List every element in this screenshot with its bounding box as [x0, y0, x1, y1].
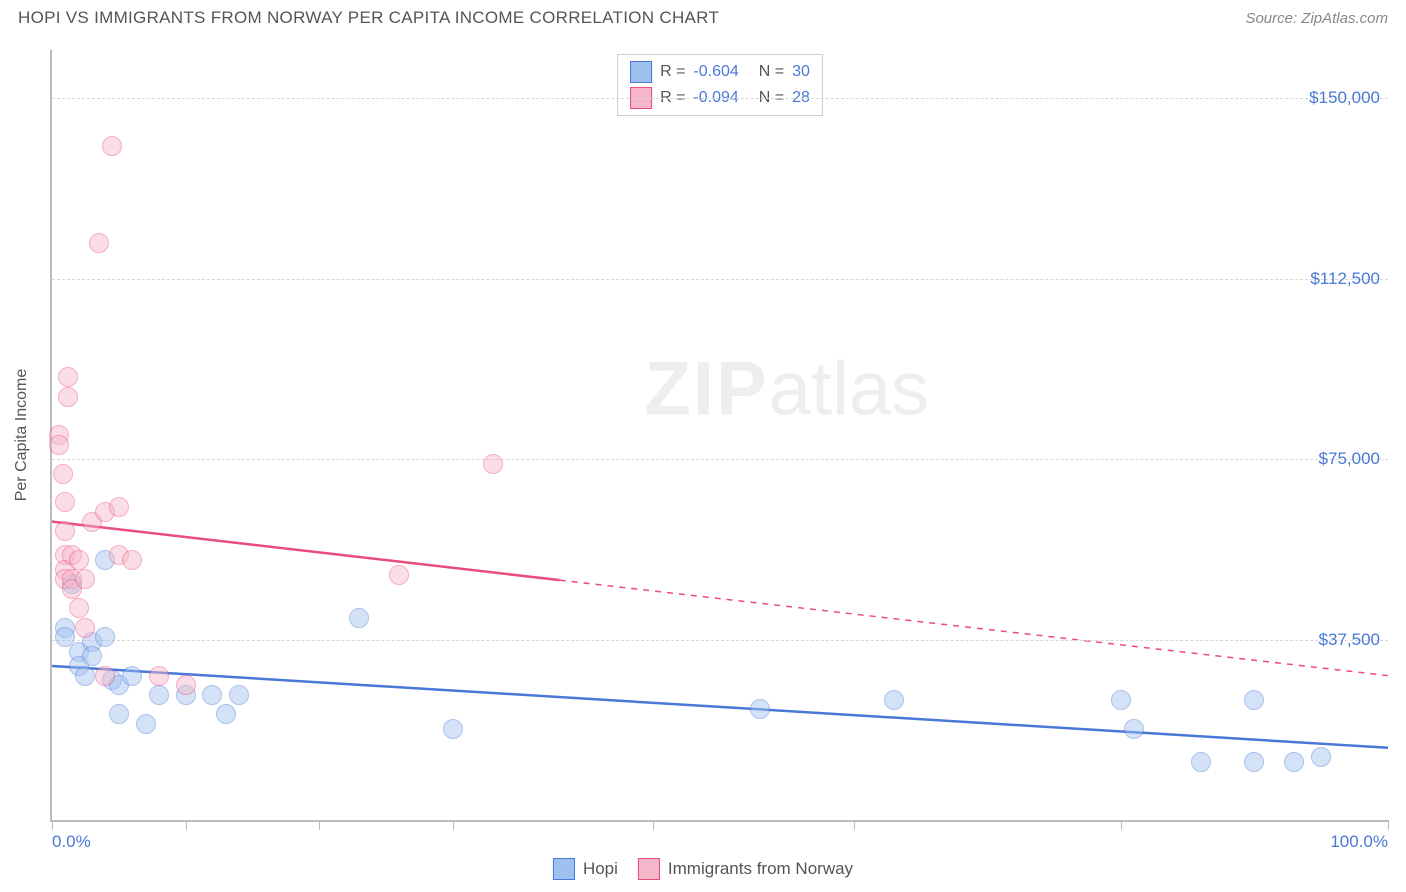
data-point: [389, 565, 409, 585]
trend-lines: [52, 50, 1388, 820]
data-point: [176, 675, 196, 695]
data-point: [136, 714, 156, 734]
data-point: [1311, 747, 1331, 767]
legend-n-value: 30: [792, 63, 810, 81]
x-tick-label: 0.0%: [52, 832, 91, 852]
x-tick: [52, 820, 53, 830]
legend-label: Immigrants from Norway: [668, 859, 853, 879]
data-point: [884, 690, 904, 710]
x-tick: [186, 820, 187, 830]
x-tick: [1388, 820, 1389, 830]
data-point: [82, 646, 102, 666]
y-tick-label: $150,000: [1309, 88, 1380, 108]
data-point: [750, 699, 770, 719]
series-legend: Hopi Immigrants from Norway: [553, 858, 853, 880]
watermark: ZIPatlas: [644, 345, 929, 432]
data-point: [1284, 752, 1304, 772]
legend-row: R = -0.604 N = 30: [630, 59, 810, 85]
source-label: Source: ZipAtlas.com: [1245, 10, 1388, 27]
data-point: [69, 550, 89, 570]
data-point: [55, 521, 75, 541]
y-tick-label: $37,500: [1319, 630, 1380, 650]
y-axis-label: Per Capita Income: [13, 369, 31, 502]
grid-line: [52, 459, 1388, 460]
data-point: [55, 492, 75, 512]
data-point: [443, 719, 463, 739]
data-point: [1191, 752, 1211, 772]
data-point: [149, 666, 169, 686]
x-tick: [453, 820, 454, 830]
data-point: [1244, 690, 1264, 710]
x-tick: [319, 820, 320, 830]
grid-line: [52, 279, 1388, 280]
data-point: [69, 598, 89, 618]
data-point: [122, 550, 142, 570]
legend-swatch: [630, 61, 652, 83]
data-point: [89, 233, 109, 253]
data-point: [75, 666, 95, 686]
grid-line: [52, 98, 1388, 99]
grid-line: [52, 640, 1388, 641]
legend-label: Hopi: [583, 859, 618, 879]
data-point: [75, 569, 95, 589]
chart-header: HOPI VS IMMIGRANTS FROM NORWAY PER CAPIT…: [0, 0, 1406, 34]
trend-line-dashed: [560, 580, 1388, 675]
data-point: [95, 627, 115, 647]
data-point: [102, 136, 122, 156]
data-point: [95, 666, 115, 686]
legend-r-value: -0.604: [693, 63, 738, 81]
chart-title: HOPI VS IMMIGRANTS FROM NORWAY PER CAPIT…: [18, 8, 719, 28]
legend-swatch: [638, 858, 660, 880]
legend-swatch: [553, 858, 575, 880]
legend-r-label: R =: [660, 63, 685, 81]
data-point: [349, 608, 369, 628]
x-tick: [653, 820, 654, 830]
legend-item: Hopi: [553, 858, 618, 880]
trend-line-solid: [52, 666, 1388, 748]
scatter-chart: Per Capita Income ZIPatlas R =-0.604N =3…: [50, 50, 1388, 822]
y-tick-label: $75,000: [1319, 449, 1380, 469]
legend-item: Immigrants from Norway: [638, 858, 853, 880]
data-point: [202, 685, 222, 705]
data-point: [483, 454, 503, 474]
data-point: [53, 464, 73, 484]
data-point: [109, 704, 129, 724]
x-tick: [1121, 820, 1122, 830]
x-tick-label: 100.0%: [1330, 832, 1388, 852]
data-point: [75, 618, 95, 638]
data-point: [49, 435, 69, 455]
data-point: [122, 666, 142, 686]
data-point: [149, 685, 169, 705]
data-point: [1111, 690, 1131, 710]
data-point: [1124, 719, 1144, 739]
data-point: [229, 685, 249, 705]
legend-n-label: N =: [759, 63, 784, 81]
x-tick: [854, 820, 855, 830]
data-point: [58, 367, 78, 387]
y-tick-label: $112,500: [1310, 269, 1380, 289]
data-point: [58, 387, 78, 407]
data-point: [216, 704, 236, 724]
data-point: [109, 497, 129, 517]
data-point: [1244, 752, 1264, 772]
correlation-legend: R =-0.604N =30R =-0.094N =28: [617, 54, 823, 116]
